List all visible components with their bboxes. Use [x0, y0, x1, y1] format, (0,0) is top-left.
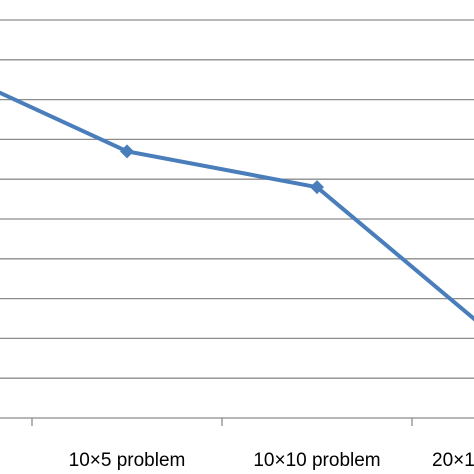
marker [120, 144, 134, 159]
x-tick-label: 10×5 problem [69, 450, 186, 471]
marker [310, 180, 324, 195]
x-tick-label: 20×1 [432, 450, 474, 471]
plot-area [0, 90, 474, 322]
x-tick-label: 10×10 problem [253, 450, 380, 471]
series-line [0, 90, 474, 322]
